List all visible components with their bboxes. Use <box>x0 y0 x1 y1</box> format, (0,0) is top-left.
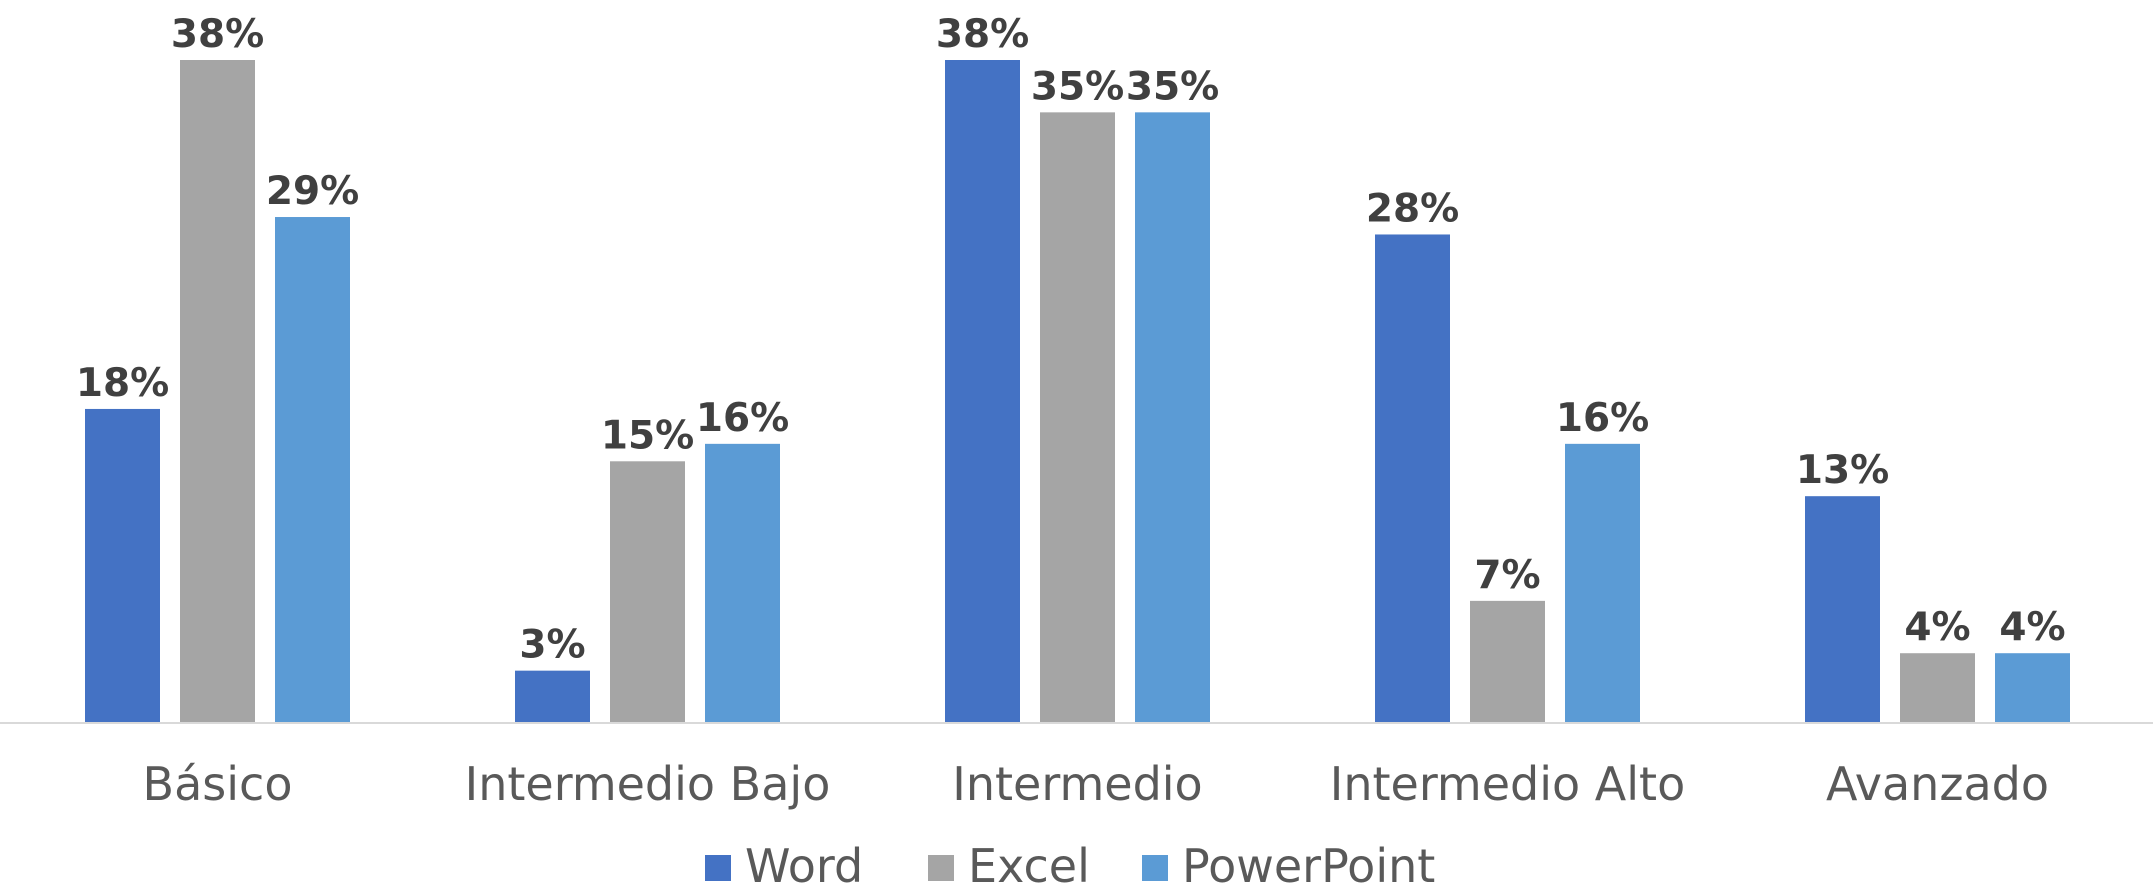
legend-label-powerpoint: PowerPoint <box>1182 839 1435 890</box>
bar-word-basico <box>85 408 160 723</box>
data-label-powerpoint-basico: 29% <box>266 169 359 214</box>
bar-word-intermedio-bajo <box>515 670 590 723</box>
data-label-word-basico: 18% <box>76 361 169 406</box>
category-label-intermedio: Intermedio <box>952 757 1202 811</box>
legend-label-word: Word <box>745 839 863 890</box>
bars-layer <box>85 60 2070 724</box>
data-label-word-intermedio: 38% <box>936 12 1029 57</box>
legend-label-excel: Excel <box>968 839 1090 890</box>
data-label-word-intermedio-alto: 28% <box>1366 186 1459 231</box>
data-label-excel-basico: 38% <box>171 12 264 57</box>
category-label-avanzado: Avanzado <box>1826 757 2049 811</box>
data-label-powerpoint-avanzado: 4% <box>1999 605 2065 650</box>
category-label-basico: Básico <box>143 757 293 811</box>
bar-word-avanzado <box>1805 496 1880 723</box>
bar-word-intermedio-alto <box>1375 234 1450 723</box>
category-labels-layer: Básico Intermedio Bajo Intermedio Intermedi… <box>143 757 2049 811</box>
legend-swatch-excel <box>928 855 954 881</box>
bar-word-intermedio <box>945 60 1020 723</box>
category-label-intermedio-alto: Intermedio Alto <box>1330 757 1685 811</box>
bar-powerpoint-intermedio-bajo <box>705 443 780 723</box>
data-label-excel-intermedio-bajo: 15% <box>601 413 694 458</box>
data-labels-layer: 18%38%29%3%15% 16%38%35% 35%28%7%16%13%4% 4… <box>76 12 2066 668</box>
legend-swatch-word <box>705 855 731 881</box>
data-label-powerpoint-intermedio-alto: 16% <box>1556 396 1649 441</box>
bar-powerpoint-intermedio <box>1135 112 1210 723</box>
data-label-excel-avanzado: 4% <box>1904 605 1970 650</box>
bar-excel-basico <box>180 60 255 723</box>
bar-powerpoint-avanzado <box>1995 653 2070 723</box>
data-label-word-avanzado: 13% <box>1796 448 1889 493</box>
data-label-excel-intermedio-alto: 7% <box>1474 553 1540 598</box>
bar-excel-avanzado <box>1900 653 1975 723</box>
bar-excel-intermedio <box>1040 112 1115 723</box>
category-label-intermedio-bajo: Intermedio Bajo <box>465 757 831 811</box>
data-label-powerpoint-intermedio-bajo: 16% <box>696 396 789 441</box>
legend-swatch-powerpoint <box>1142 855 1168 881</box>
bar-powerpoint-basico <box>275 217 350 724</box>
bar-powerpoint-intermedio-alto <box>1565 443 1640 723</box>
data-label-powerpoint-intermedio: 35% <box>1126 64 1219 109</box>
data-label-word-intermedio-bajo: 3% <box>519 623 585 668</box>
bar-excel-intermedio-bajo <box>610 461 685 723</box>
data-label-excel-intermedio: 35% <box>1031 64 1124 109</box>
legend: Word Excel PowerPoint <box>705 839 1435 890</box>
bar-excel-intermedio-alto <box>1470 600 1545 723</box>
